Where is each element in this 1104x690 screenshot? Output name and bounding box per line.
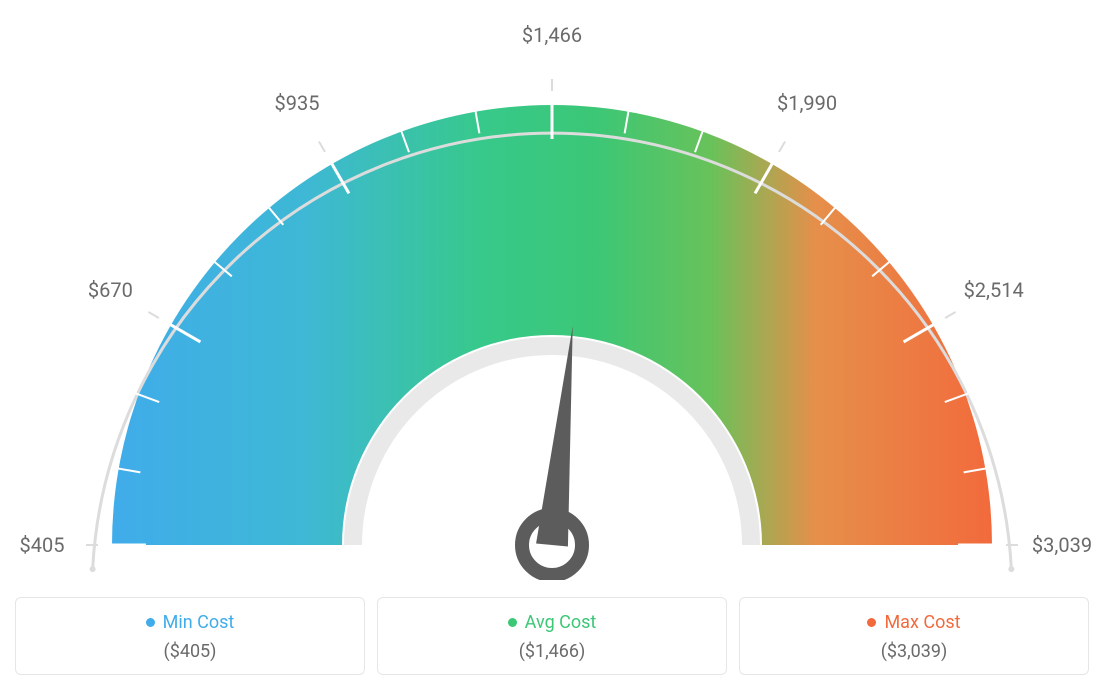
legend-title-text: Max Cost (884, 612, 960, 633)
legend-dot-icon (867, 618, 876, 627)
scale-label: $2,514 (964, 278, 1024, 302)
legend-dot-icon (146, 618, 155, 627)
scale-label: $1,466 (522, 23, 582, 47)
scale-label: $670 (88, 278, 133, 302)
legend-title-text: Min Cost (163, 612, 235, 633)
legend-title-text: Avg Cost (525, 612, 597, 633)
cost-gauge-widget: $405 $670 $935 $1,466 $1,990 $2,514 $3,039 Min… (0, 0, 1104, 690)
legend-value: ($1,466) (378, 641, 726, 662)
scale-label: $935 (274, 91, 319, 115)
legend-box: Max Cost ($3,039) (739, 597, 1089, 675)
legend-box: Min Cost ($405) (15, 597, 365, 675)
legend-title: Avg Cost (378, 612, 726, 633)
gauge-svg (0, 20, 1104, 580)
legend-dot-icon (508, 618, 517, 627)
scale-label: $3,039 (1032, 533, 1092, 557)
scale-label: $1,990 (777, 91, 837, 115)
scale-label: $405 (20, 533, 65, 557)
legend-value: ($3,039) (740, 641, 1088, 662)
legend-row: Min Cost ($405) Avg Cost ($1,466) Max Cost ($… (0, 597, 1104, 675)
legend-box: Avg Cost ($1,466) (377, 597, 727, 675)
legend-value: ($405) (16, 641, 364, 662)
legend-title: Max Cost (740, 612, 1088, 633)
gauge-chart: $405 $670 $935 $1,466 $1,990 $2,514 $3,039 (0, 20, 1104, 580)
legend-title: Min Cost (16, 612, 364, 633)
